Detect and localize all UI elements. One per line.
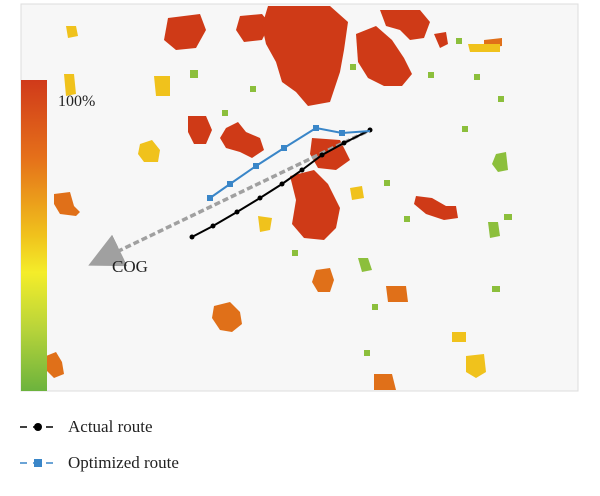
optimized-route-point <box>207 195 213 201</box>
risk-patches-green <box>190 38 512 356</box>
optimized-route-point <box>339 130 345 136</box>
risk-scale-bar <box>21 80 47 391</box>
cog-label: COG <box>112 257 148 276</box>
legend-actual-symbol <box>20 423 56 431</box>
optimized-route-point <box>227 181 233 187</box>
actual-route-point <box>299 167 305 173</box>
legend-actual: Actual route <box>54 416 153 438</box>
actual-route-point <box>210 223 216 229</box>
scale-max-label: 100% <box>58 93 95 110</box>
risk-patches-orange <box>46 38 502 390</box>
legend-optimized-label: Optimized route <box>68 453 179 472</box>
legend-optimized-symbol <box>20 459 56 467</box>
optimized-route-point <box>253 163 259 169</box>
optimized-route <box>207 125 371 201</box>
actual-route-point <box>234 209 240 215</box>
actual-route-point <box>189 234 195 240</box>
risk-patches-red <box>164 6 458 240</box>
legend-actual-label: Actual route <box>68 417 153 436</box>
optimized-route-point <box>313 125 319 131</box>
actual-route-point <box>341 140 347 146</box>
actual-route-point <box>279 181 285 187</box>
optimized-route-point <box>281 145 287 151</box>
actual-route-point <box>319 152 325 158</box>
risk-patches-yellow <box>64 26 500 378</box>
actual-route <box>189 127 373 240</box>
actual-route-point <box>257 195 263 201</box>
legend-optimized: Optimized route <box>54 452 179 474</box>
